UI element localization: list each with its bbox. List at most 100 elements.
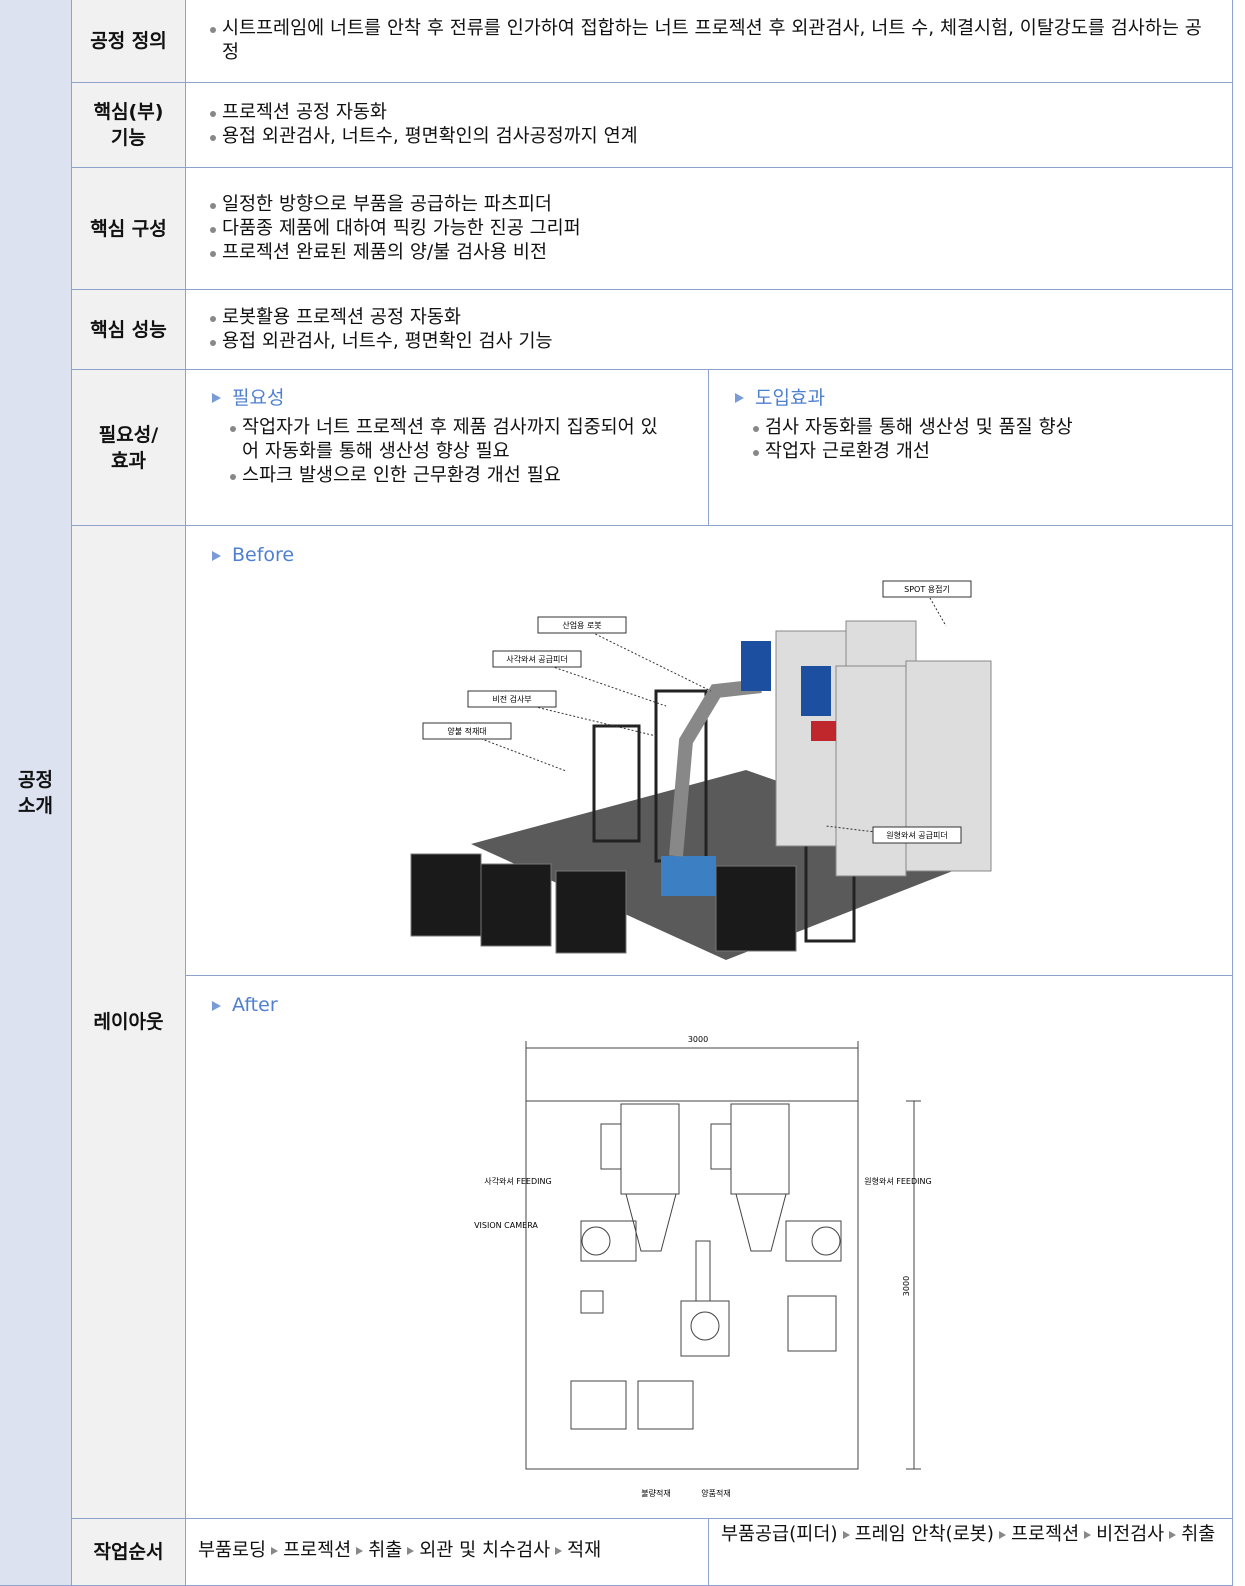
row-label: 작업순서 xyxy=(72,1519,186,1586)
flow-step: 프로젝션 xyxy=(283,1540,352,1561)
callout-text: SPOT 용접기 xyxy=(904,584,950,594)
bullet-item: 용접 외관검사, 너트수, 평면확인 검사 기능 xyxy=(208,330,553,354)
row-content: 프로젝션 공정 자동화 용접 외관검사, 너트수, 평면확인의 검사공정까지 연계 xyxy=(186,83,1233,168)
section-label: 소개 xyxy=(18,794,53,817)
callout-box xyxy=(537,616,627,634)
bullet-list: 일정한 방향으로 부품을 공급하는 파츠피더 다품종 제품에 대하여 픽킹 가능한… xyxy=(208,193,581,265)
flow-arrow xyxy=(407,1547,415,1555)
leader xyxy=(825,825,917,838)
callout-text: 원형와셔 공급피더 xyxy=(886,830,947,840)
label-line: 공정 정의 xyxy=(90,30,167,52)
before-heading: Before xyxy=(208,544,294,566)
flow-arrow xyxy=(999,1531,1007,1539)
section-label: 공정 xyxy=(18,768,53,791)
welder-red xyxy=(811,721,836,741)
sequence-after: 부품공급(피더) 프레임 안착(로봇) 프로젝션 비전검사 취출 xyxy=(709,1519,1233,1586)
callout-box xyxy=(872,826,962,844)
leader xyxy=(580,626,712,692)
sequence-before: 부품로딩 프로젝션 취출 외관 및 치수검사 적재 xyxy=(186,1519,709,1586)
flow-arrow xyxy=(842,1531,850,1539)
after-drawing: 3000 사각와셔 FEEDING VISION CAMERA 원형와셔 FEEDIN… xyxy=(474,1035,932,1498)
row-label: 필요성/ 효과 xyxy=(72,370,186,526)
callout-text: 원형와셔 FEEDING xyxy=(864,1176,931,1186)
bullet-item: 시트프레임에 너트를 안착 후 전류를 인가하여 접합하는 너트 프로젝션 후 … xyxy=(208,17,1202,65)
row-label: 핵심 구성 xyxy=(72,168,186,290)
callout-text: 비전 검사부 xyxy=(492,694,531,704)
flow-arrow xyxy=(1169,1531,1177,1539)
callout-text: 양불 적재대 xyxy=(447,726,486,736)
callout-text: VISION CAMERA xyxy=(474,1221,538,1230)
label-line: 필요성/ xyxy=(98,423,159,446)
flow-step: 부품공급(피더) xyxy=(721,1524,838,1545)
flow-step: 프로젝션 xyxy=(1011,1524,1080,1545)
bullet-item: 다품종 제품에 대하여 픽킹 가능한 진공 그리퍼 xyxy=(208,217,581,241)
bullet-item: 로봇활용 프로젝션 공정 자동화 xyxy=(208,306,553,330)
callout-text: 양품적재 xyxy=(701,1488,730,1498)
flow-arrow xyxy=(1084,1531,1092,1539)
flow-step: 프레임 안착(로봇) xyxy=(854,1524,995,1545)
label-line: 핵심(부) xyxy=(93,101,164,123)
welder-head xyxy=(741,641,771,691)
callout-box xyxy=(492,650,582,668)
flow-step: 적재 xyxy=(567,1540,602,1561)
leader xyxy=(535,660,667,707)
flow-step: 비전검사 xyxy=(1096,1524,1165,1545)
need-cell: 필요성 작업자가 너트 프로젝션 후 제품 검사까지 집중되어 있어 자동화를 … xyxy=(186,370,709,526)
row-content: 시트프레임에 너트를 안착 후 전류를 인가하여 접합하는 너트 프로젝션 후 … xyxy=(186,0,1233,83)
flow-step: 부품로딩 xyxy=(198,1540,267,1561)
need-heading: 필요성 xyxy=(208,386,694,410)
callouts: 3000 사각와셔 FEEDING VISION CAMERA 원형와셔 FEEDIN… xyxy=(474,1035,932,1498)
robot-arm xyxy=(669,679,762,857)
row-label: 공정 정의 xyxy=(72,0,186,83)
callout-text: 불량적재 xyxy=(641,1488,670,1498)
row-label: 레이아웃 xyxy=(72,526,186,1519)
flow-step: 외관 및 치수검사 xyxy=(419,1540,551,1561)
bullet-item: 스파크 발생으로 인한 근무환경 개선 필요 xyxy=(228,464,674,488)
plan xyxy=(525,1041,921,1470)
flow-arrow xyxy=(555,1547,563,1555)
row-label: 핵심(부) 기능 xyxy=(72,83,186,168)
bullet-item: 검사 자동화를 통해 생산성 및 품질 향상 xyxy=(751,416,1218,440)
bullet-list: 시트프레임에 너트를 안착 후 전류를 인가하여 접합하는 너트 프로젝션 후 … xyxy=(208,17,1202,65)
bullet-item: 프로젝션 완료된 제품의 양/불 검사용 비전 xyxy=(208,241,581,265)
label-line: 기능 xyxy=(111,127,146,149)
callout-text: 3000 xyxy=(688,1035,708,1044)
benefit-heading: 도입효과 xyxy=(731,386,1218,410)
section-cell: 공정 소개 xyxy=(0,0,72,1586)
flow-step: 취출 xyxy=(1181,1524,1216,1545)
after-cell: After 3000 사각와셔 FEEDING VISION CAMERA 원형와셔 … xyxy=(186,976,1233,1519)
label-line: 핵심 구성 xyxy=(90,217,167,240)
callout-text: 사각와셔 FEEDING xyxy=(484,1176,551,1186)
callout-text: 3000 xyxy=(902,1276,911,1296)
after-heading: After xyxy=(208,994,278,1016)
benefit-cell: 도입효과 검사 자동화를 통해 생산성 및 품질 향상 작업자 근로환경 개선 xyxy=(709,370,1233,526)
benefit-list: 검사 자동화를 통해 생산성 및 품질 향상 작업자 근로환경 개선 xyxy=(731,416,1218,464)
bins xyxy=(410,853,797,954)
callout-text: 산업용 로봇 xyxy=(562,620,601,630)
leader xyxy=(925,590,947,627)
row-label: 핵심 성능 xyxy=(72,290,186,370)
robot-base xyxy=(661,856,716,896)
bullet-item: 작업자 근로환경 개선 xyxy=(751,440,1218,464)
label-line: 효과 xyxy=(111,449,146,472)
label-line: 핵심 성능 xyxy=(90,318,167,341)
callout-box xyxy=(422,722,512,740)
flow-step: 취출 xyxy=(368,1540,403,1561)
label-line: 레이아웃 xyxy=(93,1011,164,1033)
bullet-item: 작업자가 너트 프로젝션 후 제품 검사까지 집중되어 있어 자동화를 통해 생… xyxy=(228,416,674,464)
need-list: 작업자가 너트 프로젝션 후 제품 검사까지 집중되어 있어 자동화를 통해 생… xyxy=(208,416,694,488)
callout-box xyxy=(467,690,557,708)
flow-arrow xyxy=(271,1547,279,1555)
bullet-item: 일정한 방향으로 부품을 공급하는 파츠피더 xyxy=(208,193,581,217)
bullet-item: 프로젝션 공정 자동화 xyxy=(208,101,638,125)
flow-arrow xyxy=(356,1547,364,1555)
row-content: 로봇활용 프로젝션 공정 자동화 용접 외관검사, 너트수, 평면확인 검사 기능 xyxy=(186,290,1233,370)
callout-text: 사각와셔 공급피더 xyxy=(506,654,567,664)
bullet-list: 프로젝션 공정 자동화 용접 외관검사, 너트수, 평면확인의 검사공정까지 연계 xyxy=(208,101,638,149)
label-line: 작업순서 xyxy=(93,1541,164,1563)
callout-box xyxy=(882,580,972,598)
